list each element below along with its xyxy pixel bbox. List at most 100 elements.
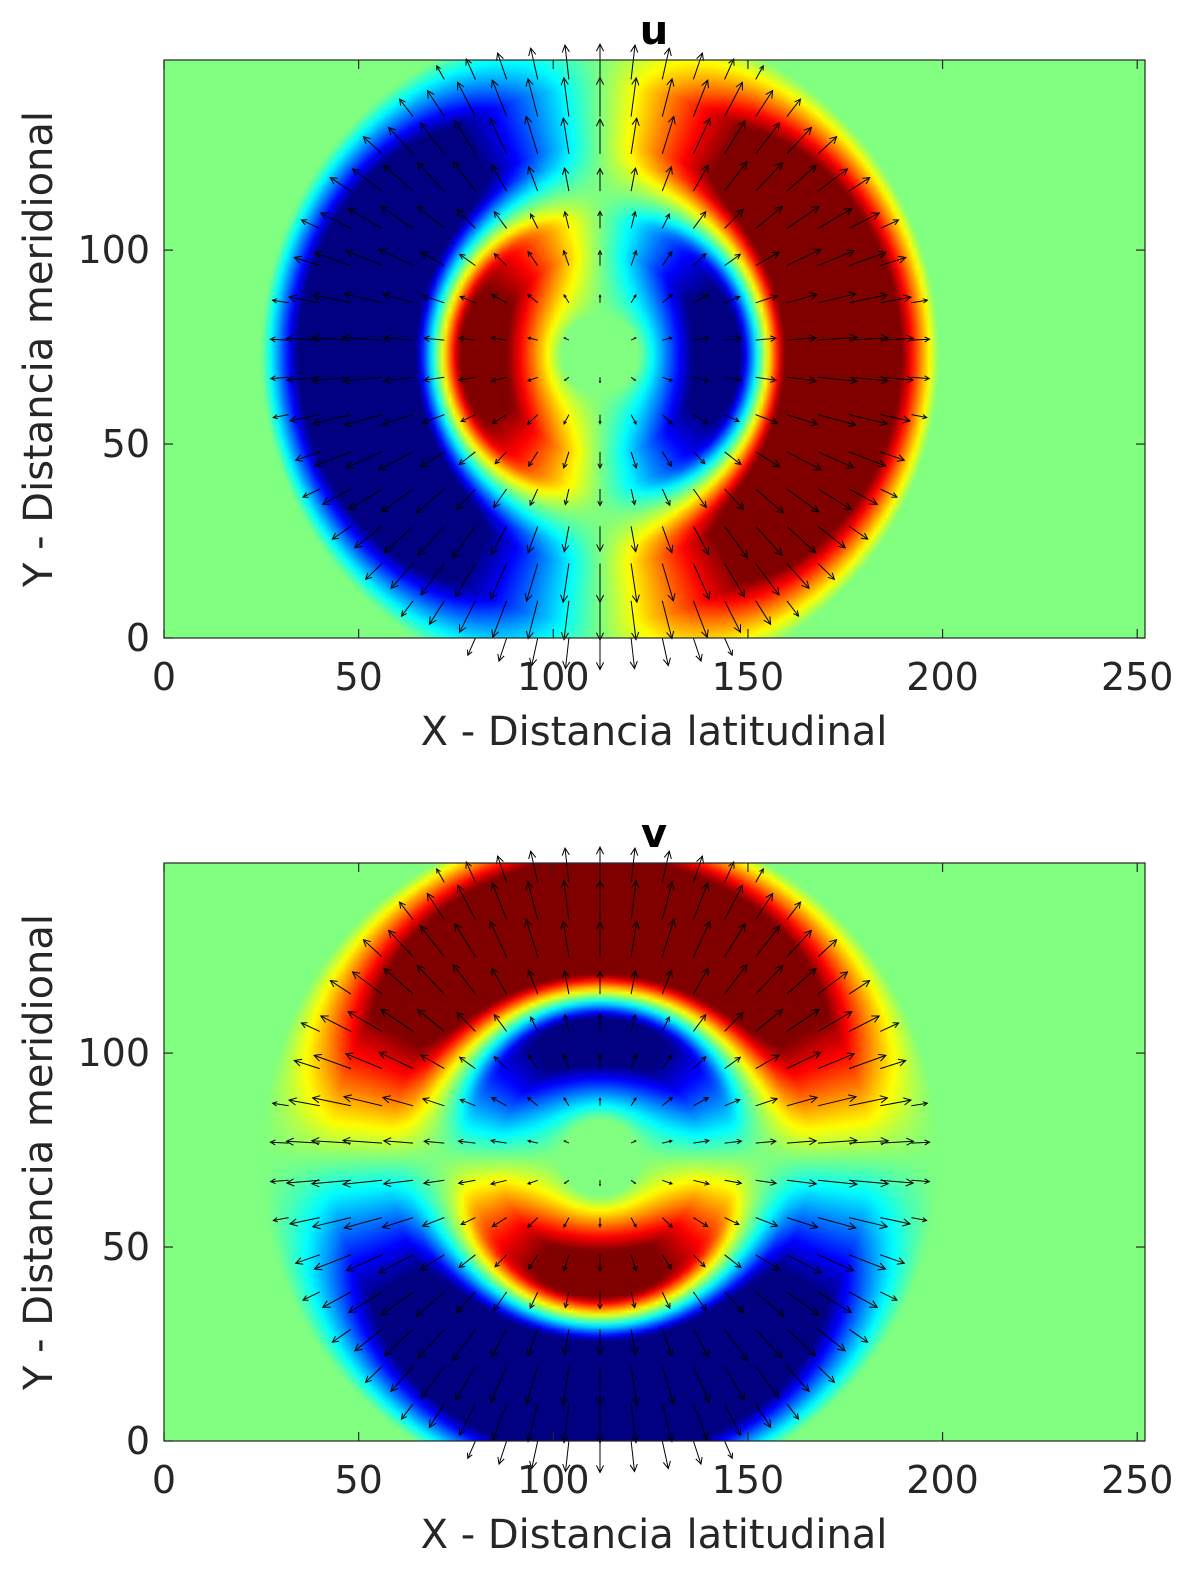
quiver-arrow	[755, 337, 776, 341]
quiver-arrowhead	[380, 504, 390, 513]
quiver-arrow	[630, 971, 636, 995]
quiver-arrowhead	[596, 167, 604, 175]
quiver-arrow	[755, 251, 780, 267]
quiver-arrowhead	[436, 64, 441, 71]
quiver-arrow	[454, 563, 476, 598]
quiver-arrowhead	[837, 1343, 847, 1352]
quiver-arrowhead	[734, 1056, 742, 1063]
quiver-arrowhead	[342, 376, 351, 385]
quiver-arrow	[384, 1328, 414, 1357]
quiver-arrow	[422, 414, 445, 424]
quiver-arrow	[724, 120, 746, 155]
v-chart: v 0 50 100 150 200 250 0 50 100 X - Distancia l…	[16, 811, 1173, 1558]
quiver-arrowhead	[701, 1432, 709, 1442]
quiver-arrow	[661, 1440, 669, 1469]
quiver-arrow	[563, 77, 570, 117]
quiver-arrowhead	[662, 657, 671, 667]
y-tick-label: 100	[77, 228, 150, 272]
quiver-arrowhead	[329, 979, 338, 988]
quiver-arrowhead	[491, 1222, 498, 1228]
quiver-arrow	[755, 600, 772, 625]
quiver-arrowhead	[630, 847, 639, 856]
quiver-arrow	[454, 120, 476, 155]
quiver-arrowhead	[493, 1013, 501, 1021]
quiver-arrowhead	[529, 1302, 535, 1310]
quiver-arrow	[630, 1366, 638, 1406]
quiver-arrowhead	[563, 1013, 569, 1020]
quiver-arrow	[880, 414, 911, 422]
u-x-ticks: 0 50 100 150 200 250	[152, 60, 1173, 699]
quiver-arrow	[311, 1140, 351, 1144]
quiver-arrowhead	[595, 662, 605, 671]
quiver-arrowhead	[667, 1396, 676, 1406]
quiver-arrow	[786, 127, 812, 155]
quiver-arrowhead	[454, 922, 462, 932]
quiver-arrow	[849, 1179, 889, 1185]
quiver-arrowhead	[561, 1347, 570, 1356]
quiver-arrow	[529, 488, 539, 506]
quiver-arrowhead	[598, 1097, 602, 1101]
quiver-arrow	[848, 1015, 880, 1032]
quiver-arrowhead	[891, 1295, 898, 1301]
quiver-arrowhead	[489, 1138, 496, 1144]
quiver-arrowhead	[829, 135, 838, 144]
quiver-arrowhead	[871, 1015, 881, 1023]
quiver-arrow	[817, 1053, 855, 1070]
quiver-arrowhead	[736, 1179, 743, 1186]
quiver-arrow	[786, 1008, 820, 1032]
quiver-arrow	[460, 1217, 476, 1225]
quiver-arrowhead	[421, 1220, 430, 1228]
quiver-arrow	[786, 525, 816, 554]
quiver-arrow	[382, 414, 414, 425]
quiver-arrowhead	[633, 378, 637, 381]
quiver-arrowhead	[342, 1179, 351, 1188]
quiver-arrow	[880, 1217, 911, 1225]
quiver-arrow	[817, 168, 848, 192]
quiver-arrow	[563, 451, 570, 469]
quiver-arrowhead	[341, 1136, 351, 1145]
quiver-arrow	[401, 1403, 414, 1420]
quiver-arrow	[458, 376, 476, 381]
quiver-arrow	[420, 563, 445, 596]
quiver-arrowhead	[457, 335, 464, 342]
quiver-arrow	[848, 1097, 888, 1107]
quiver-arrow	[662, 337, 673, 341]
quiver-arrow	[755, 525, 783, 556]
quiver-arrow	[786, 1096, 818, 1107]
quiver-arrow	[320, 1015, 352, 1032]
quiver-arrowhead	[702, 419, 709, 425]
quiver-arrowhead	[398, 901, 406, 909]
quiver-arrow	[817, 488, 852, 511]
quiver-arrow	[911, 376, 930, 380]
quiver-arrowhead	[702, 1394, 711, 1404]
quiver-arrowhead	[595, 117, 605, 127]
quiver-arrowhead	[454, 1392, 463, 1402]
quiver-arrowhead	[808, 334, 818, 343]
quiver-arrow	[363, 939, 383, 958]
quiver-arrowhead	[704, 1180, 711, 1186]
quiver-arrowhead	[387, 929, 397, 939]
quiver-arrow	[848, 1254, 886, 1270]
quiver-arrow	[880, 337, 914, 341]
quiver-arrow	[527, 1217, 539, 1228]
quiver-arrow	[492, 1403, 508, 1441]
quiver-arrowhead	[417, 547, 426, 557]
quiver-arrowhead	[563, 1140, 566, 1143]
quiver-arrowhead	[398, 98, 406, 106]
quiver-arrowhead	[271, 1101, 278, 1107]
quiver-arrowhead	[631, 1302, 637, 1309]
quiver-arrowhead	[665, 1016, 670, 1022]
quiver-arrowhead	[526, 1181, 532, 1185]
quiver-arrow	[294, 257, 320, 267]
quiver-arrowhead	[493, 500, 500, 509]
quiver-arrowhead	[668, 293, 674, 299]
quiver-arrow	[724, 488, 745, 511]
quiver-arrow	[365, 1366, 383, 1383]
quiver-arrow	[492, 600, 508, 638]
quiver-arrow	[693, 376, 710, 382]
quiver-arrowhead	[422, 1179, 430, 1186]
quiver-arrowhead	[695, 1456, 703, 1466]
v-panel: v 0 50 100 150 200 250 0 50 100 X - Distancia l…	[0, 803, 1181, 1587]
quiver-arrowhead	[700, 500, 707, 509]
u-y-ticks: 0 50 100	[77, 228, 1145, 660]
